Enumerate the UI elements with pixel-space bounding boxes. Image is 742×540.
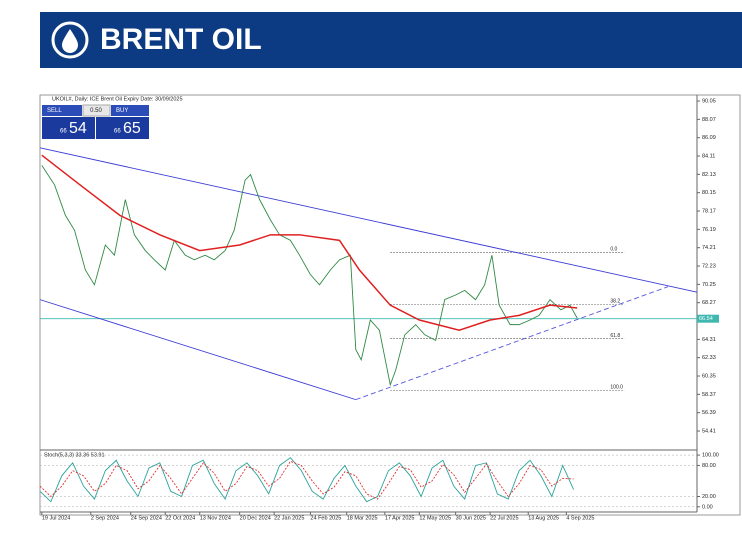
y-tick-label: 78.17 <box>702 208 716 214</box>
y-tick-label: 0.00 <box>702 504 713 510</box>
y-tick-label: 74.21 <box>702 245 716 251</box>
banner-title: BRENT OIL <box>100 23 262 56</box>
stoch-title: Stoch(5,3,3) 33.36 53.91 <box>44 452 105 458</box>
x-tick-label: 24 Sep 2024 <box>131 515 162 521</box>
y-tick-label: 100.00 <box>702 453 719 459</box>
x-tick-label: 18 Mar 2025 <box>347 515 378 521</box>
y-tick-label: 58.37 <box>702 392 716 398</box>
x-tick-label: 20 Dec 2024 <box>240 515 271 521</box>
fib-label: 61.8 <box>610 333 620 339</box>
buy-price-box[interactable] <box>96 117 149 139</box>
current-price-box <box>697 314 719 323</box>
x-tick-label: 13 Nov 2024 <box>200 515 231 521</box>
y-tick-label: 70.25 <box>702 282 716 288</box>
lot-input[interactable] <box>82 104 111 117</box>
x-tick-label: 17 Apr 2025 <box>385 515 415 521</box>
y-tick-label: 88.07 <box>702 117 716 123</box>
sell-price-big: 54 <box>69 120 87 137</box>
x-tick-label: 19 Jul 2024 <box>42 515 70 521</box>
y-tick-label: 84.11 <box>702 153 715 159</box>
sell-price-box[interactable] <box>42 117 95 139</box>
x-tick-label: 24 Feb 2025 <box>310 515 341 521</box>
y-tick-label: 68.27 <box>702 300 716 306</box>
x-tick-label: 2 Sep 2024 <box>91 515 119 521</box>
sell-label: SELL <box>47 108 62 114</box>
y-tick-label: 54.41 <box>702 428 716 434</box>
x-tick-label: 12 May 2025 <box>419 515 451 521</box>
y-tick-label: 56.39 <box>702 410 716 416</box>
series-line <box>39 460 574 500</box>
series-line <box>41 154 578 331</box>
trade-panel: SELL 0.50 BUY 66 54 66 65 <box>42 104 149 139</box>
buy-button[interactable] <box>111 105 149 116</box>
oil-drop <box>62 29 78 53</box>
y-tick-label: 82.13 <box>702 172 716 178</box>
oil-icon <box>51 21 89 59</box>
y-tick-label: 80.15 <box>702 190 716 196</box>
x-tick-label: 13 Aug 2025 <box>528 515 559 521</box>
y-tick-label: 80.00 <box>702 463 716 469</box>
sell-button[interactable] <box>42 105 82 116</box>
series-line <box>39 457 574 503</box>
y-tick-label: 60.35 <box>702 373 716 379</box>
trendline <box>355 286 669 401</box>
buy-price-big: 65 <box>123 120 141 137</box>
x-tick-label: 30 Jun 2025 <box>456 515 486 521</box>
y-tick-label: 76.19 <box>702 227 716 233</box>
y-tick-label: 62.33 <box>702 355 716 361</box>
x-tick-label: 22 Jan 2025 <box>274 515 304 521</box>
trendline <box>39 299 356 401</box>
trendline <box>39 147 698 293</box>
x-tick-label: 4 Sep 2025 <box>566 515 594 521</box>
fib-label: 0.0 <box>610 247 617 253</box>
x-tick-label: 22 Jul 2025 <box>490 515 518 521</box>
sell-price-small: 66 <box>60 129 67 135</box>
y-tick-label: 90.05 <box>702 98 716 104</box>
y-tick-label: 86.09 <box>702 135 716 141</box>
banner <box>40 12 742 68</box>
y-tick-label: 64.31 <box>702 337 716 343</box>
y-tick-label: 72.23 <box>702 263 716 269</box>
fib-label: 38.2 <box>610 299 620 305</box>
fib-label: 100.0 <box>610 385 623 391</box>
y-tick-label: 20.00 <box>702 494 716 500</box>
buy-label: BUY <box>116 108 128 114</box>
lot-label: 0.50 <box>90 108 102 114</box>
buy-price-small: 66 <box>114 129 121 135</box>
series-line <box>41 165 578 387</box>
x-tick-label: 22 Oct 2024 <box>165 515 195 521</box>
current-price-label: 66.54 <box>699 316 713 322</box>
chart-title: UKOIL#, Daily: ICE Brent Oil Expiry Date… <box>52 96 183 102</box>
